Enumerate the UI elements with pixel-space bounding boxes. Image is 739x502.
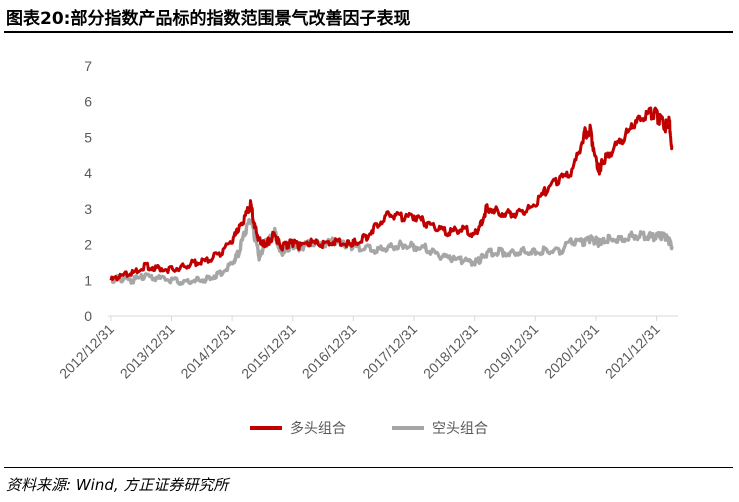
figure-title: 图表20:部分指数产品标的指数范围景气改善因子表现 — [6, 9, 411, 29]
legend: 多头组合 空头组合 — [250, 420, 488, 437]
x-tick-label: 2015/12/31 — [238, 321, 299, 382]
legend-label-short: 空头组合 — [432, 421, 488, 437]
x-tick-label: 2016/12/31 — [299, 321, 360, 382]
source-rule — [4, 467, 733, 468]
y-tick-label: 2 — [84, 237, 92, 253]
long-portfolio-line — [109, 106, 674, 282]
x-tick-label: 2014/12/31 — [177, 321, 238, 382]
x-tick-label: 2018/12/31 — [420, 321, 481, 382]
y-tick-label: 1 — [84, 272, 92, 288]
plot-area — [109, 106, 674, 286]
y-tick-label: 7 — [84, 58, 92, 74]
x-tick-label: 2013/12/31 — [117, 321, 178, 382]
y-tick-label: 3 — [84, 201, 92, 217]
x-axis: 2012/12/31 2013/12/31 2014/12/31 2015/12/31… — [56, 316, 663, 382]
y-tick-label: 5 — [84, 129, 92, 145]
x-tick-label: 2012/12/31 — [56, 321, 117, 382]
y-tick-label: 0 — [84, 308, 92, 324]
y-tick-label: 4 — [84, 165, 92, 181]
y-axis: 0 1 2 3 4 5 6 7 — [84, 58, 92, 324]
x-tick-label: 2017/12/31 — [359, 321, 420, 382]
source-note: 资料来源: Wind, 方正证券研究所 — [6, 476, 229, 494]
title-rule — [4, 31, 733, 33]
short-portfolio-line — [110, 217, 674, 286]
x-tick-label: 2021/12/31 — [602, 321, 663, 382]
legend-label-long: 多头组合 — [290, 420, 346, 437]
x-tick-label: 2019/12/31 — [481, 321, 542, 382]
x-tick-label: 2020/12/31 — [541, 321, 602, 382]
y-tick-label: 6 — [84, 94, 92, 110]
